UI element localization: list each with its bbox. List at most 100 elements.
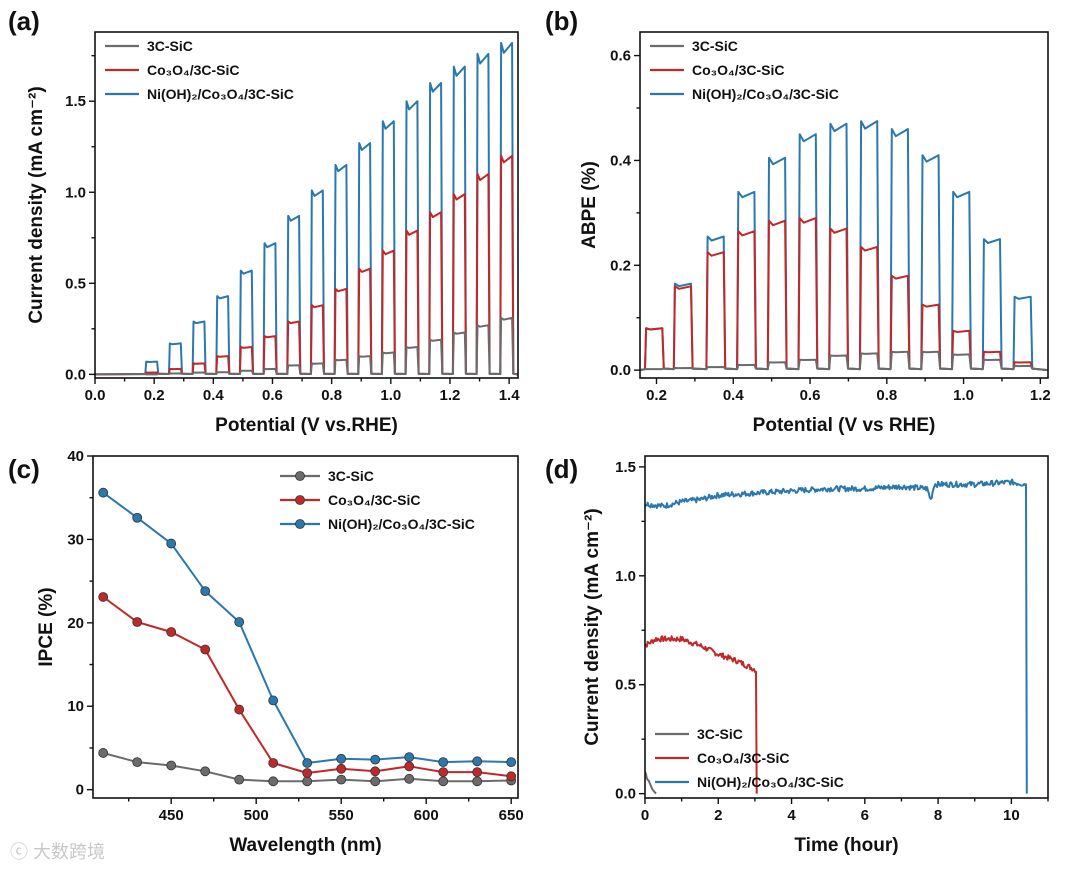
x-tick-label: 600: [414, 807, 439, 824]
x-tick-label: 1.0: [380, 387, 401, 404]
x-tick-label: 1.2: [1030, 387, 1051, 404]
x-tick-label: 650: [499, 807, 524, 824]
data-point: [404, 761, 415, 772]
data-point: [98, 748, 109, 758]
watermark-logo: ⓒ 大数跨境: [10, 842, 105, 862]
data-point: [336, 753, 347, 764]
data-point: [166, 627, 177, 637]
data-point: [234, 774, 245, 785]
plot-frame: [639, 31, 1049, 379]
series-line-blue: [102, 491, 512, 764]
legend-label: Co₃O₄/3C-SiC: [328, 492, 420, 508]
data-point: [200, 644, 211, 655]
y-tick-label: 0.0: [65, 366, 86, 383]
data-point: [268, 695, 279, 706]
data-point: [98, 592, 109, 602]
legend-item: Ni(OH)₂/Co₃O₄/3C-SiC: [280, 516, 475, 532]
data-point: [302, 758, 313, 768]
legend-item: 3C-SiC: [280, 468, 374, 484]
x-tick-label: 10: [1003, 807, 1020, 824]
data-point: [132, 757, 143, 768]
x-tick-label: 0: [641, 807, 649, 824]
data-point: [370, 766, 381, 777]
plot-area: [640, 120, 1048, 372]
legend-label: Co₃O₄/3C-SiC: [147, 62, 239, 78]
panel-label: (c): [8, 454, 40, 484]
legend-label: Ni(OH)₂/Co₃O₄/3C-SiC: [692, 86, 839, 102]
data-point: [302, 776, 313, 787]
legend-label: Ni(OH)₂/Co₃O₄/3C-SiC: [147, 86, 294, 102]
legend-marker: [295, 495, 305, 505]
plot-area: [95, 41, 518, 376]
series-line-gray: [640, 350, 1048, 372]
y-tick-label: 0.5: [615, 677, 636, 694]
plot-frame: [644, 455, 1049, 799]
data-point: [438, 757, 449, 768]
legend-label: 3C-SiC: [147, 38, 193, 54]
y-tick-label: 0.0: [615, 786, 636, 803]
data-point: [166, 760, 177, 771]
x-tick-label: 550: [329, 807, 354, 824]
plot-area: [98, 487, 517, 787]
legend-label: 3C-SiC: [692, 38, 738, 54]
x-tick-label: 0.6: [800, 387, 821, 404]
y-tick-label: 1.5: [65, 93, 86, 110]
y-tick-label: 1.0: [615, 568, 636, 585]
data-point: [472, 776, 483, 787]
plot-frame: [92, 455, 519, 799]
legend-item: Ni(OH)₂/Co₃O₄/3C-SiC: [105, 86, 294, 102]
y-tick-label: 0.5: [65, 275, 86, 292]
data-point: [200, 766, 211, 777]
y-tick-label: 20: [67, 615, 84, 632]
data-point: [472, 767, 483, 778]
legend-marker: [295, 519, 305, 529]
series-line-blue: [640, 120, 1048, 372]
data-point: [336, 774, 347, 785]
data-point: [506, 757, 517, 768]
x-tick-label: 0.2: [646, 387, 667, 404]
panel-c: (c) 450 500 550 600 650 0 10 20 30 40 Wavelength (n…: [8, 448, 524, 856]
x-axis-label: Potential (V vs RHE): [753, 415, 936, 436]
data-point: [472, 756, 483, 767]
y-tick-label: 1.0: [65, 184, 86, 201]
x-tick-label: 1.2: [440, 387, 461, 404]
data-point: [132, 617, 143, 627]
data-point: [506, 771, 517, 782]
y-tick-label: 0.2: [610, 257, 631, 274]
x-tick-label: 0.4: [203, 387, 225, 404]
data-point: [166, 538, 177, 549]
legend-item: Co₃O₄/3C-SiC: [650, 62, 784, 78]
x-tick-label: 2: [714, 807, 722, 824]
data-point: [336, 763, 347, 774]
x-tick-label: 4: [787, 807, 796, 824]
y-axis-label: Current density (mA cm⁻²): [582, 508, 603, 745]
legend-item: Ni(OH)₂/Co₃O₄/3C-SiC: [650, 86, 839, 102]
x-tick-label: 0.6: [262, 387, 283, 404]
data-point: [302, 768, 313, 778]
legend-label: Ni(OH)₂/Co₃O₄/3C-SiC: [697, 774, 844, 790]
data-point: [200, 586, 211, 597]
data-point: [438, 776, 449, 787]
x-tick-label: 0.8: [321, 387, 342, 404]
legend-item: Co₃O₄/3C-SiC: [280, 492, 420, 508]
data-point: [132, 512, 143, 523]
x-tick-label: 1.4: [499, 387, 521, 404]
x-tick-label: 6: [861, 807, 869, 824]
panel-label: (a): [8, 6, 40, 36]
x-tick-label: 0.2: [144, 387, 165, 404]
y-tick-label: 30: [67, 531, 84, 548]
x-tick-label: 0.8: [876, 387, 897, 404]
legend-marker: [295, 471, 305, 481]
legend-label: Co₃O₄/3C-SiC: [692, 62, 784, 78]
data-point: [268, 776, 279, 787]
panel-d: (d) 0 2 4 6 8 10 0.0 0.5 1.0 1.5 Time (hour) Current…: [545, 454, 1049, 856]
y-tick-label: 10: [67, 698, 84, 715]
x-tick-label: 8: [934, 807, 942, 824]
y-tick-label: 1.5: [615, 459, 636, 476]
y-axis-label: ABPE (%): [579, 161, 600, 249]
x-tick-label: 450: [159, 807, 184, 824]
data-point: [404, 752, 415, 763]
x-tick-label: 0.0: [85, 387, 106, 404]
x-axis-label: Time (hour): [794, 835, 898, 856]
x-tick-label: 1.0: [953, 387, 974, 404]
